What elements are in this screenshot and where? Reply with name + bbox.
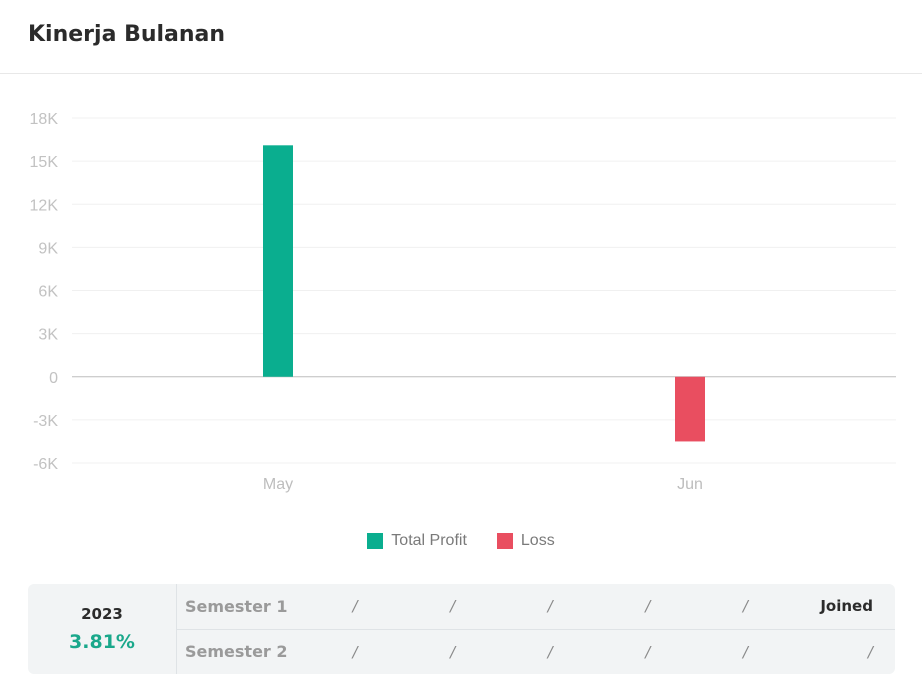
legend-label: Loss bbox=[520, 532, 555, 549]
bar-chart: 18K 15K 12K 9K 6K 3K 0 -3K -6K May Jun bbox=[30, 111, 896, 493]
month-cell: / bbox=[645, 597, 651, 616]
month-cell: / bbox=[450, 642, 456, 661]
x-tick-label: Jun bbox=[677, 476, 703, 493]
y-tick-label: -6K bbox=[33, 456, 58, 473]
month-cell: / bbox=[742, 597, 748, 616]
bar-loss bbox=[675, 376, 705, 442]
y-tick-label: 6K bbox=[38, 284, 58, 301]
chart-legend: Total Profit Loss bbox=[0, 532, 922, 550]
semester-name: Semester 2 bbox=[185, 642, 288, 662]
y-tick-label: 0 bbox=[49, 370, 58, 387]
y-tick-label: 15K bbox=[30, 154, 59, 171]
card-header: Kinerja Bulanan bbox=[0, 0, 922, 74]
legend-item-loss[interactable]: Loss bbox=[496, 532, 555, 550]
month-cell: / bbox=[450, 597, 456, 616]
joined-cell: Joined bbox=[820, 597, 873, 616]
page-title: Kinerja Bulanan bbox=[28, 22, 226, 47]
x-tick-label: May bbox=[263, 476, 293, 493]
legend-item-total-profit[interactable]: Total Profit bbox=[367, 532, 467, 550]
y-tick-label: 18K bbox=[30, 111, 59, 128]
month-cell: / bbox=[742, 642, 748, 661]
month-cell: / bbox=[352, 597, 358, 616]
semester-rows: Semester 1 / / / / / Joined Semester 2 /… bbox=[177, 584, 895, 674]
semester-row: Semester 2 / / / / / / bbox=[177, 628, 895, 675]
year-percentage: 3.81% bbox=[69, 631, 135, 653]
legend-label: Total Profit bbox=[391, 532, 467, 549]
month-cell: / bbox=[645, 642, 651, 661]
y-tick-label: 3K bbox=[38, 327, 58, 344]
month-cell: / bbox=[547, 642, 553, 661]
legend-swatch-loss bbox=[496, 533, 513, 549]
y-tick-label: -3K bbox=[33, 413, 58, 430]
semester-name: Semester 1 bbox=[185, 596, 288, 616]
month-cell: / bbox=[867, 642, 873, 661]
y-tick-label: 9K bbox=[38, 240, 58, 257]
bar-total-profit bbox=[263, 145, 293, 377]
y-tick-label: 12K bbox=[30, 197, 59, 214]
semester-row: Semester 1 / / / / / Joined bbox=[177, 584, 895, 629]
year-cell: 2023 3.81% bbox=[28, 584, 177, 674]
month-cell: / bbox=[547, 597, 553, 616]
year-label: 2023 bbox=[81, 605, 123, 623]
legend-swatch-profit bbox=[367, 533, 384, 549]
performance-summary: 2023 3.81% Semester 1 / / / / / Joined S… bbox=[28, 584, 895, 674]
month-cell: / bbox=[352, 642, 358, 661]
